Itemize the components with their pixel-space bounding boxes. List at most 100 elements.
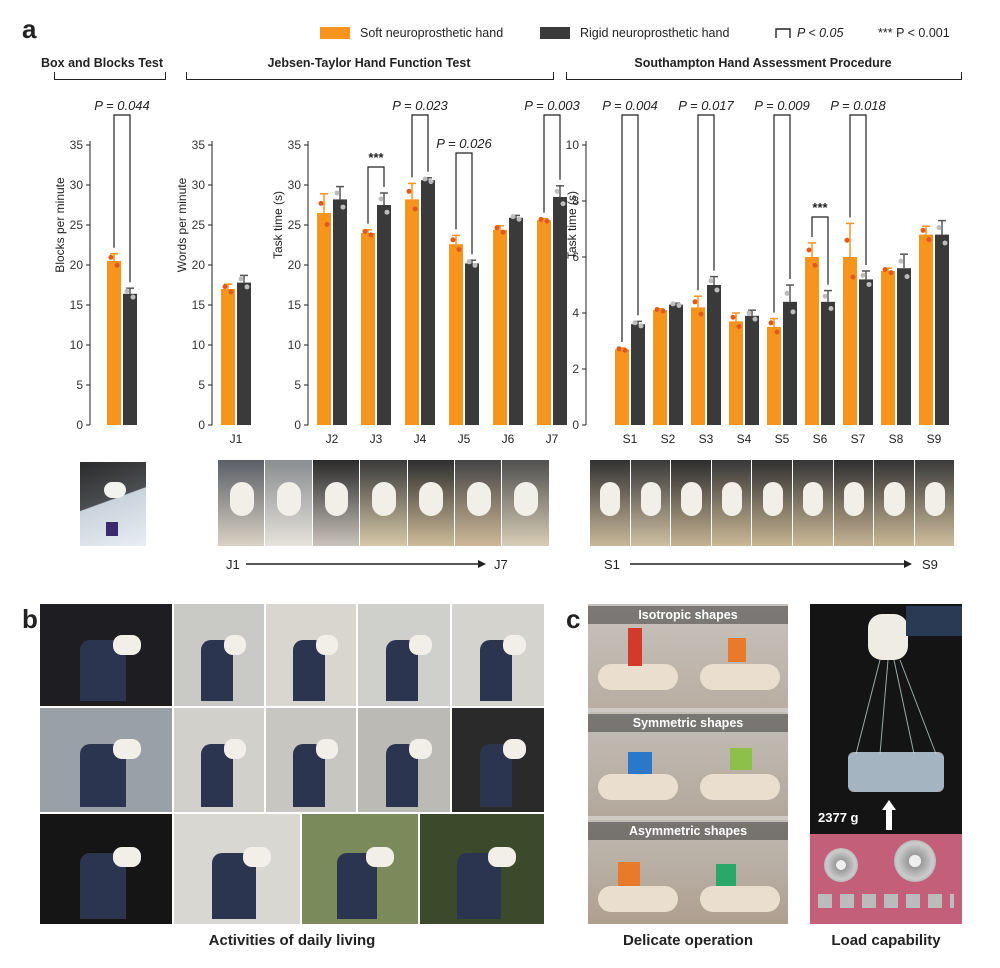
data-point xyxy=(472,262,478,268)
y-axis-label: Blocks per minute xyxy=(53,177,67,273)
bar xyxy=(361,233,375,425)
y-tick-label: 5 xyxy=(294,378,301,392)
glove-shape xyxy=(315,634,338,655)
glove-shape xyxy=(408,634,432,655)
seq-label-j7: J7 xyxy=(494,557,508,572)
data-point xyxy=(654,307,660,312)
significance-bracket xyxy=(543,114,561,213)
bar xyxy=(767,327,781,425)
data-point xyxy=(790,309,796,315)
significance-label: P = 0.044 xyxy=(94,98,150,113)
data-point xyxy=(108,254,114,260)
pink-background xyxy=(810,834,962,924)
x-tick-label: S6 xyxy=(813,432,828,446)
block-shape xyxy=(106,522,118,536)
data-point xyxy=(466,259,472,265)
y-tick-label: 6 xyxy=(572,250,579,264)
significance-label: P = 0.023 xyxy=(392,98,448,113)
y-tick-label: 30 xyxy=(288,178,302,192)
bar xyxy=(653,310,667,425)
data-point xyxy=(882,267,888,273)
data-point xyxy=(714,287,720,293)
y-tick-label: 20 xyxy=(192,258,206,272)
data-point xyxy=(670,301,676,307)
data-point xyxy=(340,204,346,210)
data-point xyxy=(920,227,926,233)
x-tick-label: S7 xyxy=(851,432,866,446)
y-tick-label: 15 xyxy=(192,298,206,312)
x-tick-label: J1 xyxy=(230,432,243,446)
y-tick-label: 20 xyxy=(70,258,84,272)
glove-shape xyxy=(924,482,946,516)
section-bracket-box xyxy=(54,72,166,80)
glove-shape xyxy=(419,482,444,516)
bar xyxy=(729,321,743,425)
y-tick-label: 5 xyxy=(198,378,205,392)
glove-shape xyxy=(243,847,272,867)
y-tick-label: 0 xyxy=(198,418,205,432)
panel-c-sym-photo: Symmetric shapes xyxy=(588,712,788,816)
data-point xyxy=(736,323,742,329)
red-block-shape xyxy=(628,628,642,666)
data-point xyxy=(746,310,752,316)
significance-label: *** xyxy=(368,150,384,165)
activity-photo xyxy=(452,708,544,812)
section-bracket-jebsen xyxy=(186,72,554,80)
data-point xyxy=(676,302,682,308)
glove-shape xyxy=(681,482,702,516)
glove-shape xyxy=(229,482,254,516)
data-point xyxy=(510,214,516,220)
y-tick-label: 0 xyxy=(294,418,301,432)
data-point xyxy=(730,314,736,320)
photo-tile xyxy=(711,460,752,546)
glove-shape xyxy=(223,634,246,655)
photo-tile xyxy=(752,460,792,546)
glove-shape xyxy=(365,847,394,867)
photo-tile xyxy=(671,460,711,546)
y-tick-label: 10 xyxy=(192,338,206,352)
legend-soft-swatch xyxy=(320,27,350,39)
jebsen-photo-strip xyxy=(218,460,550,546)
photo-tile xyxy=(590,460,630,546)
activity-photo xyxy=(174,814,300,924)
photo-tile xyxy=(265,460,312,546)
glove-shape xyxy=(466,482,491,516)
significance-bracket xyxy=(811,216,829,285)
small-weights xyxy=(818,894,954,908)
photo-box-blocks xyxy=(80,462,146,546)
bar xyxy=(107,261,121,425)
bar xyxy=(405,199,419,425)
significance-bracket xyxy=(411,114,429,178)
y-tick-label: 20 xyxy=(288,258,302,272)
boat-shape xyxy=(598,664,678,690)
section-title-sham: Southampton Hand Assessment Procedure xyxy=(634,56,892,70)
bar xyxy=(821,301,835,425)
photo-tile xyxy=(502,460,549,546)
legend-soft: Soft neuroprosthetic hand xyxy=(320,26,503,40)
data-point xyxy=(752,316,758,322)
glove-shape xyxy=(640,482,662,516)
data-point xyxy=(124,288,130,294)
activity-photo xyxy=(174,604,264,706)
legend-stars: *** P < 0.001 xyxy=(878,26,950,40)
weight-bag-shape xyxy=(848,752,944,792)
glove-shape xyxy=(372,482,396,516)
bar xyxy=(745,315,759,425)
bar xyxy=(669,304,683,425)
data-point xyxy=(616,346,622,352)
x-tick-label: J7 xyxy=(546,432,559,446)
significance-label: P = 0.018 xyxy=(830,98,886,113)
activity-photo xyxy=(420,814,544,924)
bar xyxy=(843,257,857,425)
panel-letter-c: c xyxy=(566,604,581,634)
bar xyxy=(897,268,911,425)
activity-photo xyxy=(358,604,450,706)
activity-photo xyxy=(40,814,172,924)
x-tick-label: J6 xyxy=(502,432,515,446)
bar xyxy=(509,217,523,425)
glove-shape xyxy=(112,634,141,655)
bar xyxy=(237,282,251,425)
data-point xyxy=(698,311,704,317)
data-point xyxy=(774,329,780,335)
green-shape xyxy=(716,864,736,886)
